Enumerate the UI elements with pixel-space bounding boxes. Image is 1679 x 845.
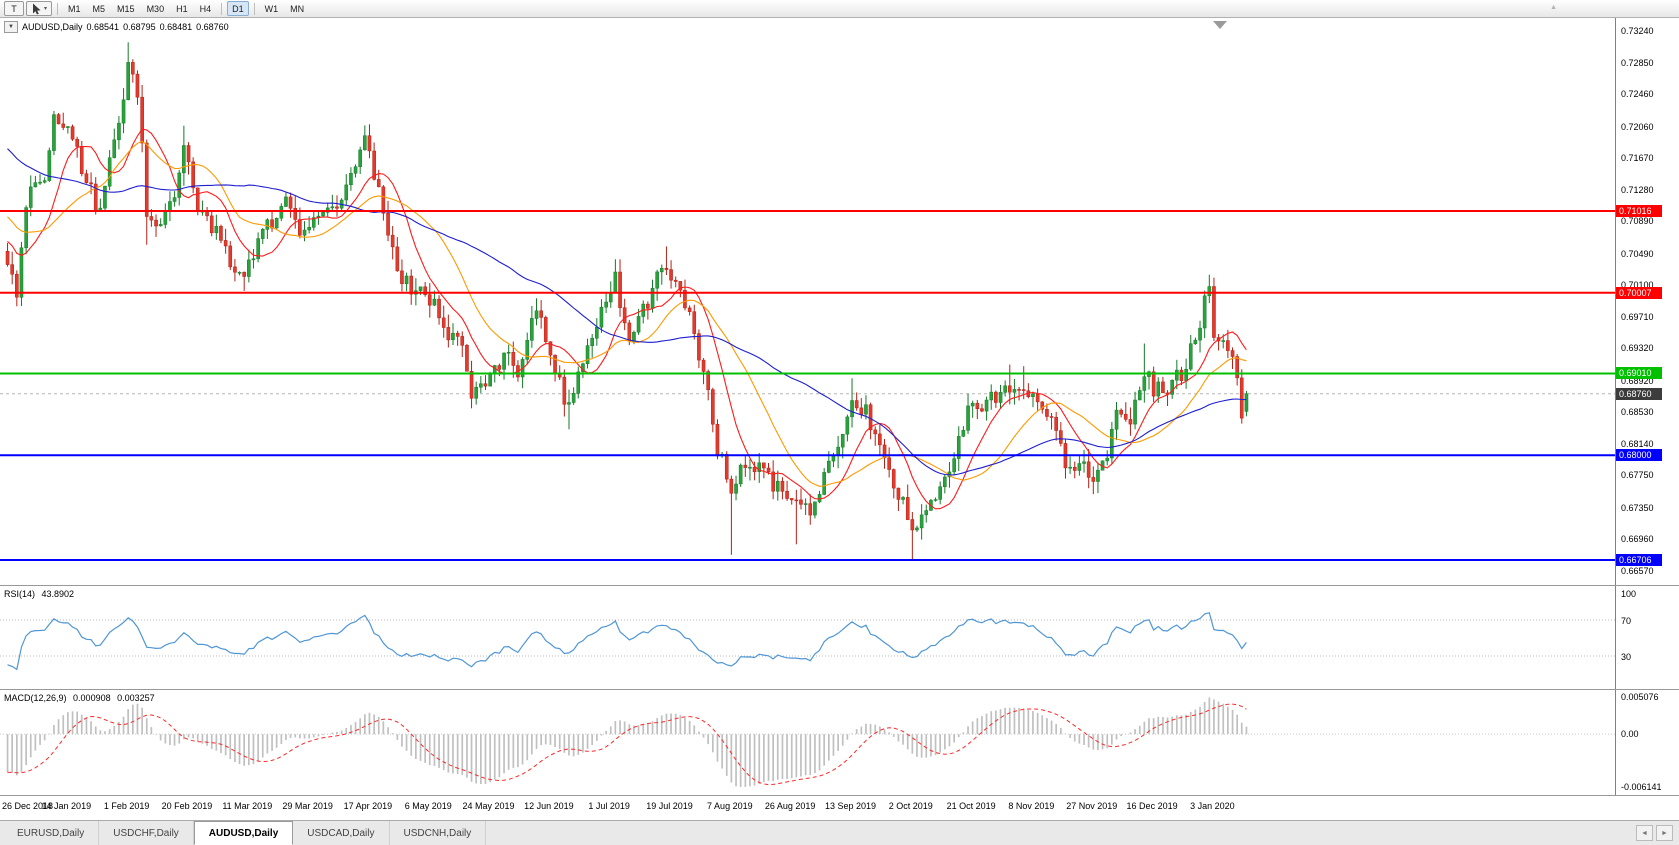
date-label: 13 Sep 2019: [824, 801, 876, 811]
macd-label: MACD(12,26,9) 0.000908 0.003257: [4, 693, 159, 703]
rsi-panel: 100 70 30 RSI(14) 43.8902: [0, 585, 1679, 690]
date-label: 26 Dec 2018: [2, 801, 54, 811]
timeframe-m15-button[interactable]: M15: [112, 1, 140, 16]
rsi-line: [7, 612, 1247, 671]
date-label: 7 Aug 2019: [707, 801, 753, 811]
cursor-icon: [33, 3, 41, 14]
date-label: 1 Jul 2019: [588, 801, 630, 811]
date-label: 1 Feb 2019: [103, 801, 150, 811]
one-click-trading-toggle[interactable]: ▼: [4, 21, 18, 33]
date-label: 6 May 2019: [404, 801, 452, 811]
cursor-tool-button[interactable]: ▾: [26, 1, 53, 16]
tab-scroll-right-button[interactable]: ►: [1656, 825, 1673, 841]
time-axis[interactable]: 26 Dec 2018 14 Jan 2019 1 Feb 2019 20 Feb 2…: [0, 795, 1679, 820]
toolbar: T ▾ M1 M5 M15 M30 H1 H4 D1 W1 MN ▲: [0, 0, 1679, 18]
ohlc-high: 0.68795: [123, 22, 156, 32]
toolbar-separator: [253, 2, 255, 15]
chart-tab-audusd[interactable]: AUDUSD,Daily: [193, 821, 294, 845]
macd-signal-line: [7, 703, 1247, 786]
rsi-value: 43.8902: [41, 589, 75, 599]
date-label: 14 Jan 2019: [41, 801, 92, 811]
ma-medium-line: [7, 140, 1247, 487]
rsi-name: RSI(14): [4, 589, 36, 599]
timeframe-m30-button[interactable]: M30: [142, 1, 170, 16]
date-label: 3 Jan 2020: [1190, 801, 1235, 811]
ma-slow-line: [7, 148, 1247, 476]
date-label: 17 Apr 2019: [343, 801, 393, 811]
date-label: 12 Jun 2019: [524, 801, 574, 811]
date-label: 29 Mar 2019: [282, 801, 333, 811]
timeframe-d1-button[interactable]: D1: [227, 1, 249, 16]
tab-scroll-buttons: ◄ ►: [1636, 821, 1679, 845]
macd-signal-value: 0.003257: [117, 693, 155, 703]
toolbar-separator: [57, 2, 59, 15]
ohlc-low: 0.68481: [159, 22, 193, 32]
date-label: 16 Dec 2019: [1126, 801, 1178, 811]
ohlc-close: 0.68760: [196, 22, 229, 32]
tab-scroll-left-button[interactable]: ◄: [1636, 825, 1653, 841]
toolbar-separator: [221, 2, 223, 15]
date-label: 27 Nov 2019: [1066, 801, 1118, 811]
symbol-title: AUDUSD,Daily: [22, 22, 83, 32]
rsi-plot[interactable]: [0, 586, 1679, 690]
templates-button[interactable]: T: [4, 1, 24, 16]
timeframe-w1-button[interactable]: W1: [260, 1, 284, 16]
chevron-down-icon: ▾: [44, 5, 48, 12]
rsi-label: RSI(14) 43.8902: [4, 589, 78, 599]
date-label: 8 Nov 2019: [1008, 801, 1055, 811]
ma-fast-line: [7, 128, 1247, 510]
ohlc-open: 0.68541: [86, 22, 120, 32]
timeframe-m1-button[interactable]: M1: [63, 1, 86, 16]
date-label: 19 Jul 2019: [646, 801, 693, 811]
macd-main-value: 0.000908: [73, 693, 111, 703]
date-label: 20 Feb 2019: [161, 801, 213, 811]
date-label: 24 May 2019: [462, 801, 515, 811]
chart-tab-usdcad[interactable]: USDCAD,Daily: [293, 821, 390, 845]
timeframe-buttons: M1 M5 M15 M30 H1 H4 D1 W1 MN: [62, 1, 310, 16]
chart-header: ▼ AUDUSD,Daily 0.68541 0.68795 0.68481 0…: [4, 21, 233, 33]
date-label: 2 Oct 2019: [888, 801, 933, 811]
chart-tab-bar: EURUSD,Daily USDCHF,Daily AUDUSD,Daily USDC…: [0, 820, 1679, 845]
chevron-down-icon: ▼: [8, 24, 14, 30]
toolbar-overflow-icon[interactable]: ▲: [1550, 4, 1557, 11]
timeframe-m5-button[interactable]: M5: [88, 1, 111, 16]
timeframe-h4-button[interactable]: H4: [195, 1, 217, 16]
timeframe-mn-button[interactable]: MN: [285, 1, 309, 16]
main-chart-panel: 0.73240 0.72850 0.72460 0.72060 0.71670 0.712…: [0, 18, 1679, 585]
price-chart-plot[interactable]: [0, 18, 1679, 585]
chart-shift-marker: [1213, 21, 1227, 29]
macd-name: MACD(12,26,9): [4, 693, 67, 703]
chart-tabs: EURUSD,Daily USDCHF,Daily AUDUSD,Daily USDC…: [0, 821, 487, 845]
date-label: 11 Mar 2019: [222, 801, 273, 811]
timeframe-h1-button[interactable]: H1: [171, 1, 193, 16]
chart-tab-usdcnh[interactable]: USDCNH,Daily: [390, 821, 487, 845]
chart-tab-usdchf[interactable]: USDCHF,Daily: [99, 821, 194, 845]
date-label: 21 Oct 2019: [946, 801, 996, 811]
date-label: 26 Aug 2019: [764, 801, 816, 811]
chart-tab-eurusd[interactable]: EURUSD,Daily: [3, 821, 100, 845]
macd-panel: 0.005076 0.00 -0.006141 MACD(12,26,9) 0.…: [0, 689, 1679, 796]
macd-plot[interactable]: [0, 690, 1679, 796]
